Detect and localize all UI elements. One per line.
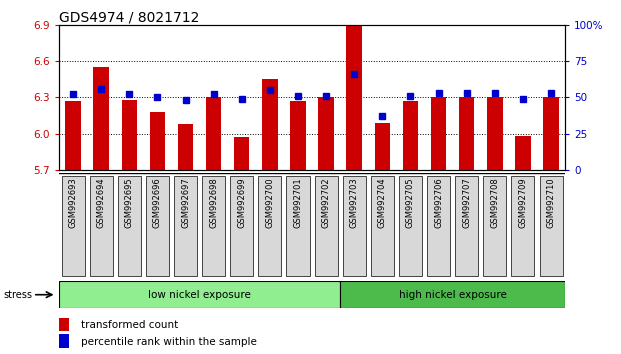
Text: GSM992703: GSM992703	[350, 178, 359, 228]
Text: GSM992697: GSM992697	[181, 178, 190, 228]
Text: GDS4974 / 8021712: GDS4974 / 8021712	[59, 11, 199, 25]
Text: low nickel exposure: low nickel exposure	[148, 290, 251, 300]
Text: percentile rank within the sample: percentile rank within the sample	[81, 337, 256, 347]
Text: GSM992699: GSM992699	[237, 178, 247, 228]
Text: GSM992702: GSM992702	[322, 178, 330, 228]
Bar	[290, 101, 306, 170]
FancyBboxPatch shape	[512, 176, 535, 276]
Text: GSM992696: GSM992696	[153, 178, 162, 228]
Text: GSM992693: GSM992693	[68, 178, 78, 228]
FancyBboxPatch shape	[371, 176, 394, 276]
FancyBboxPatch shape	[340, 281, 565, 308]
Bar	[234, 137, 250, 170]
Bar	[459, 97, 474, 170]
Bar	[319, 97, 334, 170]
FancyBboxPatch shape	[399, 176, 422, 276]
Bar	[59, 318, 70, 331]
Bar	[178, 124, 193, 170]
FancyBboxPatch shape	[427, 176, 450, 276]
Bar	[487, 97, 502, 170]
Bar	[543, 97, 559, 170]
FancyBboxPatch shape	[61, 176, 84, 276]
FancyBboxPatch shape	[483, 176, 506, 276]
FancyBboxPatch shape	[89, 176, 112, 276]
FancyBboxPatch shape	[146, 176, 169, 276]
Text: GSM992694: GSM992694	[97, 178, 106, 228]
FancyBboxPatch shape	[118, 176, 141, 276]
Bar	[347, 26, 362, 170]
Text: GSM992709: GSM992709	[519, 178, 527, 228]
Text: GSM992708: GSM992708	[491, 178, 499, 228]
Text: GSM992695: GSM992695	[125, 178, 134, 228]
Text: GSM992707: GSM992707	[462, 178, 471, 228]
Text: transformed count: transformed count	[81, 320, 178, 330]
Bar	[122, 100, 137, 170]
Text: GSM992701: GSM992701	[294, 178, 302, 228]
Bar	[374, 123, 390, 170]
Text: GSM992705: GSM992705	[406, 178, 415, 228]
FancyBboxPatch shape	[286, 176, 309, 276]
Bar	[515, 136, 531, 170]
Bar	[403, 101, 418, 170]
Text: stress: stress	[3, 290, 32, 300]
FancyBboxPatch shape	[315, 176, 338, 276]
Bar	[150, 112, 165, 170]
Bar	[65, 101, 81, 170]
FancyBboxPatch shape	[202, 176, 225, 276]
FancyBboxPatch shape	[258, 176, 281, 276]
Text: GSM992700: GSM992700	[265, 178, 274, 228]
FancyBboxPatch shape	[59, 281, 340, 308]
Text: GSM992698: GSM992698	[209, 178, 218, 228]
Bar	[262, 79, 278, 170]
Text: GSM992706: GSM992706	[434, 178, 443, 228]
FancyBboxPatch shape	[343, 176, 366, 276]
Text: GSM992704: GSM992704	[378, 178, 387, 228]
FancyBboxPatch shape	[540, 176, 563, 276]
Bar	[431, 97, 446, 170]
FancyBboxPatch shape	[230, 176, 253, 276]
FancyBboxPatch shape	[174, 176, 197, 276]
Bar	[93, 67, 109, 170]
Bar	[206, 97, 221, 170]
Bar	[59, 334, 70, 348]
FancyBboxPatch shape	[455, 176, 478, 276]
Text: high nickel exposure: high nickel exposure	[399, 290, 507, 300]
Text: GSM992710: GSM992710	[546, 178, 556, 228]
